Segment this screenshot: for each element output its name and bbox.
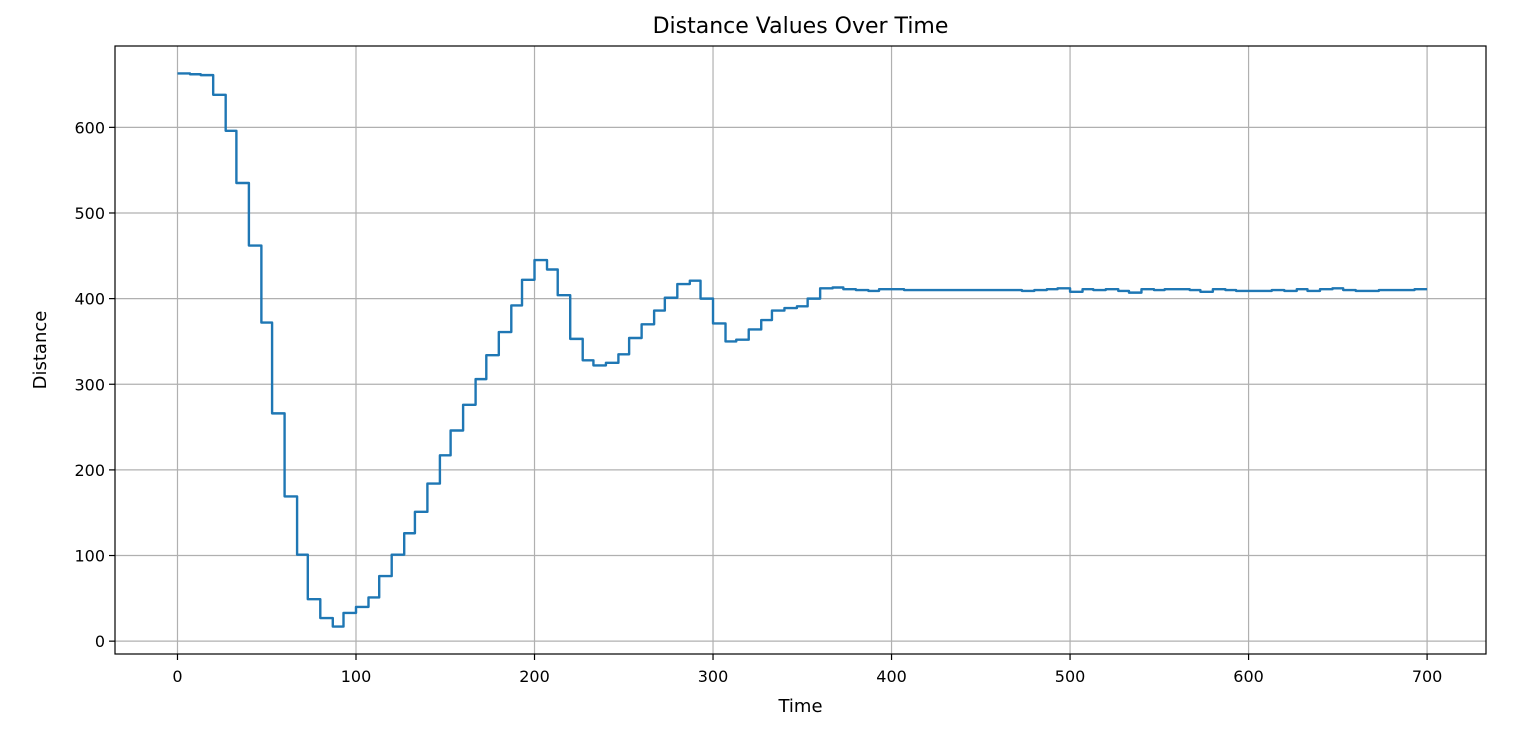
y-axis-label: Distance <box>30 311 51 390</box>
x-tick-label: 400 <box>876 667 907 686</box>
grid-lines <box>115 46 1486 654</box>
plot-frame <box>114 45 1487 655</box>
x-tick-label: 200 <box>519 667 550 686</box>
y-tick-label: 400 <box>74 290 105 309</box>
y-tick-label: 100 <box>74 547 105 566</box>
series-line <box>177 72 1428 628</box>
x-tick-label: 500 <box>1055 667 1086 686</box>
x-tick-label: 0 <box>172 667 182 686</box>
x-axis-label: Time <box>777 696 822 717</box>
axis-ticks: 0 100 200 300 400 500 600 700 0 100 200 300 400 500 60… <box>74 118 1442 686</box>
x-tick-label: 700 <box>1412 667 1443 686</box>
y-tick-label: 200 <box>74 461 105 480</box>
y-tick-label: 600 <box>74 118 105 137</box>
x-tick-label: 100 <box>341 667 372 686</box>
x-tick-label: 600 <box>1233 667 1264 686</box>
x-tick-label: 300 <box>698 667 729 686</box>
y-tick-label: 300 <box>74 375 105 394</box>
series-layer <box>177 72 1428 628</box>
y-tick-label: 500 <box>74 204 105 223</box>
y-tick-label: 0 <box>95 632 105 651</box>
chart-title: Distance Values Over Time <box>653 14 949 39</box>
